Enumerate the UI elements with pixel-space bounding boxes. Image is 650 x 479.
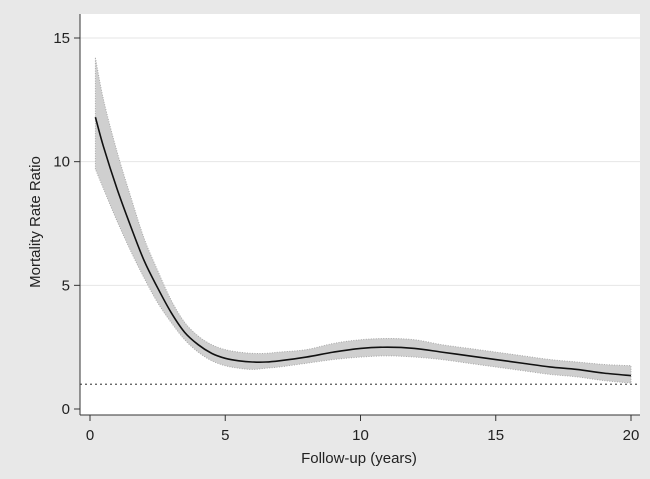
y-tick-label: 15 [53, 30, 70, 47]
axis-layer: 0 5 10 15 0 5 10 15 20 [53, 14, 640, 444]
x-tick-label: 20 [623, 427, 640, 444]
x-tick-label: 15 [487, 427, 504, 444]
y-tick-label: 5 [62, 277, 70, 294]
x-tick-label: 10 [352, 427, 369, 444]
grid-layer [80, 37, 640, 385]
series-line [94, 116, 632, 377]
x-axis-title: Follow-up (years) [301, 450, 417, 467]
x-tick-label: 5 [221, 427, 229, 444]
y-tick-label: 10 [53, 154, 70, 171]
series-line-layer [94, 116, 632, 377]
x-tick-label: 0 [86, 427, 94, 444]
y-axis-title: Mortality Rate Ratio [27, 156, 44, 288]
y-tick-label: 0 [62, 401, 70, 418]
